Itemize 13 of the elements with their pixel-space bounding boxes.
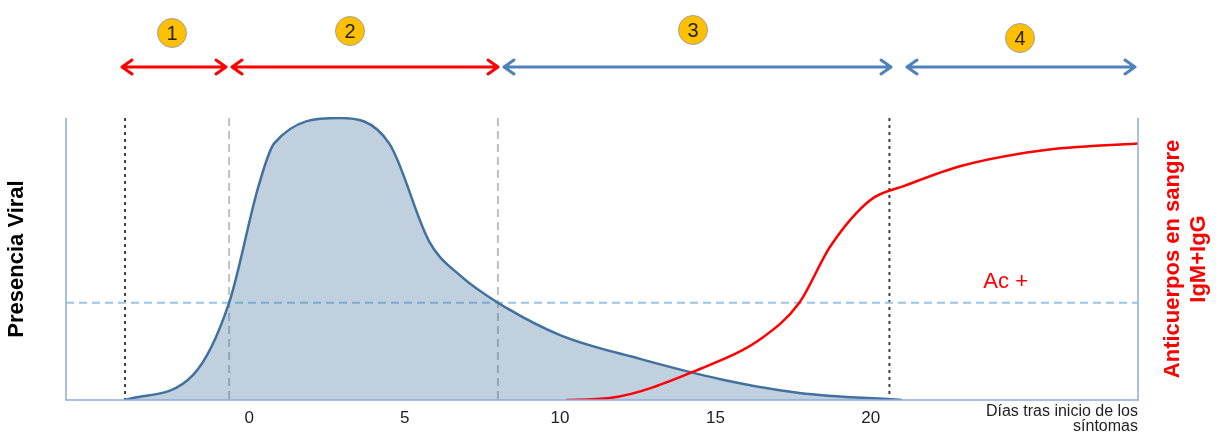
y-axis-title: Presencia Viral	[3, 180, 29, 338]
x-tick-label: 0	[244, 407, 255, 427]
text: 1	[157, 18, 187, 48]
x-tick-label: 20	[861, 407, 881, 427]
x-axis-title: Días tras inicio de los síntomas	[985, 402, 1138, 435]
x-tick-label: 10	[550, 407, 570, 427]
ref-line-label: Ac +	[983, 267, 1028, 293]
x-tick-label: 5	[399, 407, 410, 427]
x-tick-label: 15	[705, 407, 725, 427]
text: 2	[335, 16, 365, 46]
text: 4	[1005, 23, 1035, 53]
y2-axis-title: Anticuerpos en sangre IgM+IgG	[1159, 139, 1211, 379]
text: 3	[678, 15, 708, 45]
